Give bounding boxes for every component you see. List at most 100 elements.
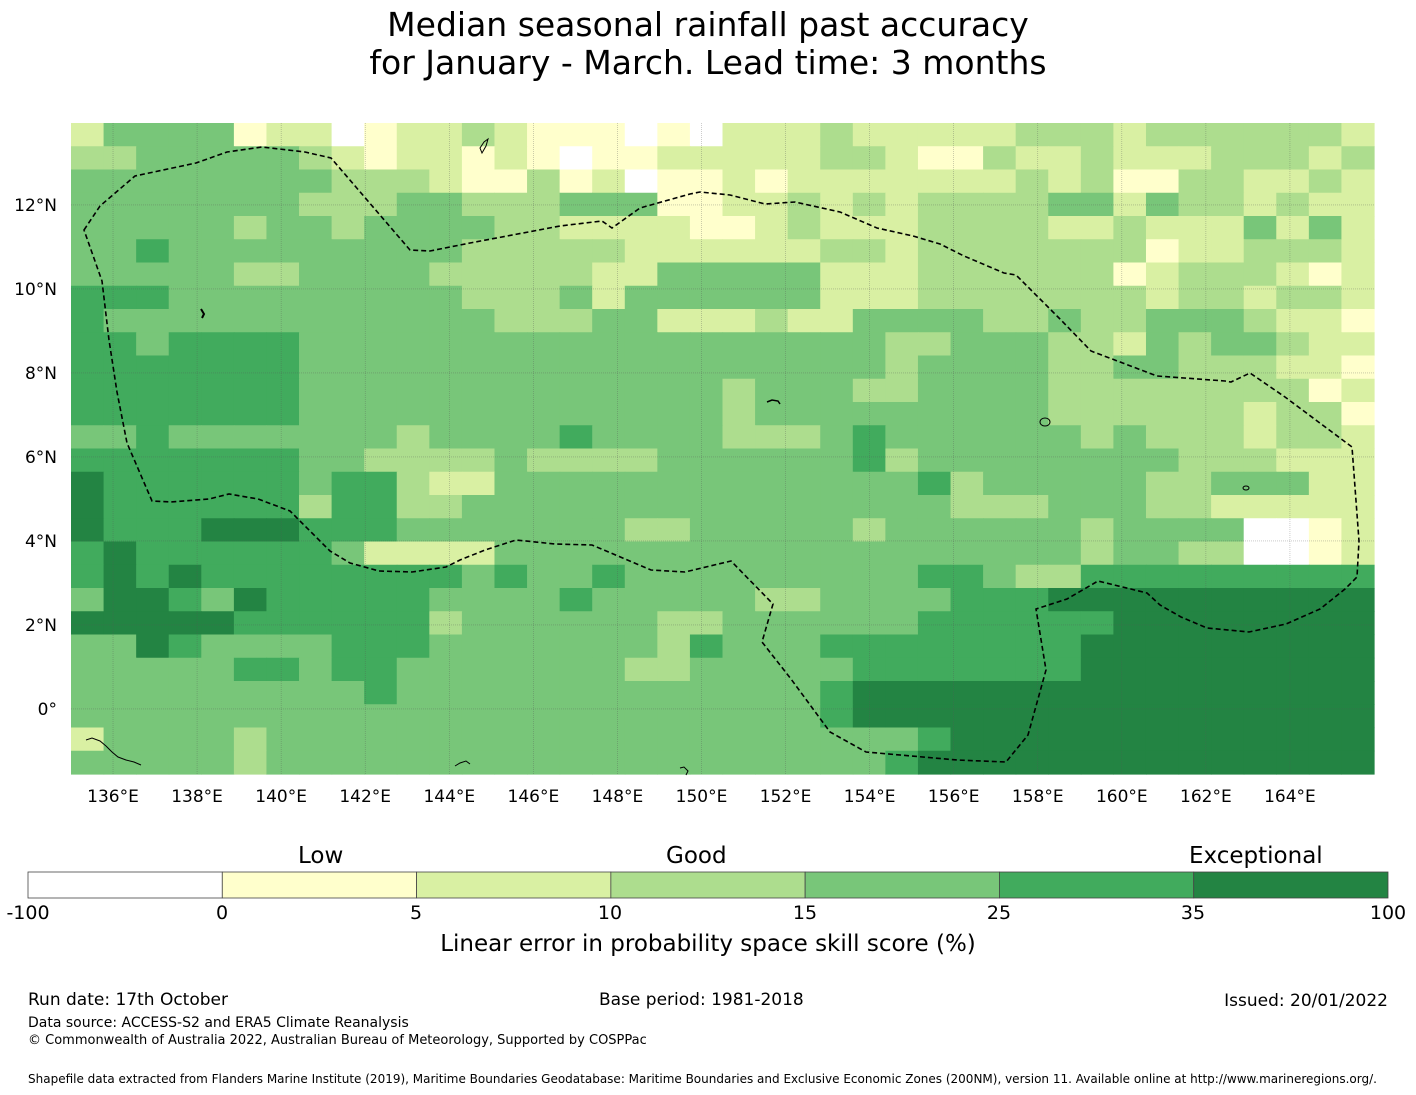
heatmap-cell — [657, 309, 691, 333]
heatmap-cell — [266, 285, 300, 310]
heatmap-cell — [559, 541, 593, 566]
heatmap-cell — [136, 681, 170, 705]
heatmap-cell — [592, 634, 626, 659]
heatmap-cell — [983, 239, 1017, 264]
heatmap-cell — [1211, 704, 1245, 729]
heatmap-cell — [299, 378, 333, 403]
heatmap-cell — [787, 239, 821, 264]
heatmap-cell — [1211, 425, 1245, 450]
heatmap-cell — [136, 146, 170, 171]
heatmap-cell — [1243, 169, 1277, 194]
heatmap-cell — [429, 425, 463, 450]
longitude-label: 136°E — [87, 787, 139, 807]
heatmap-cell — [494, 262, 528, 287]
heatmap-cell — [722, 239, 756, 264]
heatmap-cell — [689, 634, 724, 659]
heatmap-cell — [787, 564, 821, 589]
heatmap-cell — [1211, 518, 1245, 543]
heatmap-cell — [1211, 448, 1245, 473]
heatmap-cell — [266, 146, 300, 171]
heatmap-cell — [950, 518, 984, 543]
heatmap-cell — [429, 355, 463, 380]
heatmap-cell — [364, 425, 398, 450]
heatmap-cell — [299, 471, 333, 496]
heatmap-cell — [396, 285, 430, 310]
heatmap-cell — [1178, 750, 1212, 775]
heatmap-cell — [103, 285, 137, 310]
heatmap-cell — [233, 727, 268, 752]
heatmap-cell — [624, 681, 658, 705]
heatmap-cell — [168, 750, 202, 775]
copyright-notice: © Commonwealth of Australia 2022, Austra… — [28, 1033, 647, 1048]
heatmap-cell — [136, 495, 170, 519]
heatmap-cell — [201, 471, 235, 496]
heatmap-cell — [266, 727, 300, 752]
heatmap-cell — [983, 146, 1017, 171]
heatmap-cell — [103, 564, 137, 589]
heatmap-cell — [299, 309, 333, 333]
heatmap-cell — [1080, 588, 1115, 612]
heatmap-cell — [71, 750, 105, 775]
heatmap-cell — [461, 216, 496, 240]
heatmap-cell — [755, 425, 789, 450]
heatmap-cell — [755, 471, 789, 496]
heatmap-cell — [331, 518, 365, 543]
heatmap-cell — [201, 518, 235, 543]
heatmap-cell — [820, 704, 854, 729]
heatmap-cell — [364, 332, 398, 357]
heatmap-cell — [429, 309, 463, 333]
heatmap-cell — [1308, 657, 1343, 682]
heatmap-cell — [689, 448, 724, 473]
longitude-label: 142°E — [339, 787, 391, 807]
heatmap-cell — [592, 611, 626, 636]
heatmap-cell — [494, 355, 528, 380]
heatmap-cell — [1211, 216, 1245, 240]
heatmap-cell — [461, 448, 496, 473]
heatmap-cell — [331, 378, 365, 403]
heatmap-cell — [168, 285, 202, 310]
heatmap-cell — [1048, 192, 1082, 217]
heatmap-cell — [559, 378, 593, 403]
heatmap-cell — [1178, 169, 1212, 194]
heatmap-cell — [364, 611, 398, 636]
heatmap-cell — [1308, 378, 1343, 403]
heatmap-cell — [1080, 471, 1115, 496]
heatmap-cell — [1243, 518, 1277, 543]
heatmap-cell — [331, 727, 365, 752]
heatmap-cell — [1048, 727, 1082, 752]
heatmap-cell — [461, 611, 496, 636]
heatmap-cell — [657, 169, 691, 194]
heatmap-cell — [820, 657, 854, 682]
heatmap-cell — [1048, 634, 1082, 659]
heatmap-cell — [592, 378, 626, 403]
heatmap-cell — [494, 123, 528, 147]
heatmap-cell — [624, 285, 658, 310]
heatmap-cell — [233, 402, 268, 426]
heatmap-cell — [201, 123, 235, 147]
heatmap-cell — [396, 309, 430, 333]
heatmap-cell — [1145, 541, 1180, 566]
heatmap-cell — [950, 216, 984, 240]
colorbar-tick: 0 — [215, 902, 229, 924]
heatmap-cell — [1113, 285, 1147, 310]
heatmap-cell — [396, 169, 430, 194]
heatmap-cell — [396, 564, 430, 589]
heatmap-cell — [755, 239, 789, 264]
heatmap-cell — [1211, 634, 1245, 659]
heatmap-cell — [1080, 239, 1115, 264]
heatmap-cell — [103, 355, 137, 380]
heatmap-cell — [820, 495, 854, 519]
heatmap-cell — [657, 541, 691, 566]
heatmap-cell — [1113, 681, 1147, 705]
heatmap-cell — [1145, 704, 1180, 729]
heatmap-cell — [71, 123, 105, 147]
heatmap-cell — [168, 378, 202, 403]
heatmap-cell — [1276, 448, 1310, 473]
heatmap-cell — [787, 611, 821, 636]
heatmap-cell — [1048, 495, 1082, 519]
heatmap-cell — [820, 332, 854, 357]
heatmap-cell — [233, 750, 268, 775]
heatmap-cell — [1276, 704, 1310, 729]
heatmap-cell — [103, 146, 137, 171]
heatmap-cell — [885, 634, 919, 659]
